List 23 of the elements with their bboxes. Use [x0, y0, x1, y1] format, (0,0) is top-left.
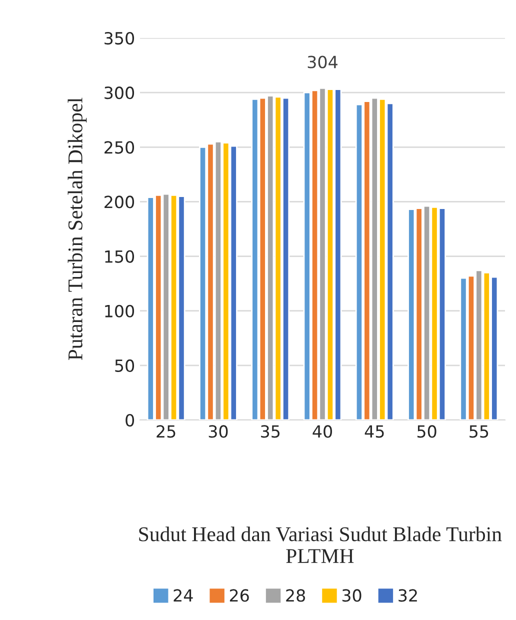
data-label: 304 [308, 56, 338, 68]
x-tick-label: 55 [470, 425, 488, 438]
y-tick-label: 50 [115, 359, 134, 372]
legend-label: 26 [230, 589, 249, 602]
y-tick-label: 200 [104, 196, 134, 208]
x-tick-label: 45 [364, 425, 384, 438]
x-tick-label: 50 [417, 425, 436, 438]
x-tick-label: 25 [156, 425, 176, 438]
y-tick-label: 350 [104, 32, 134, 45]
y-axis-title: Putaran Turbin Setelah Dikopel [68, 98, 87, 360]
y-tick-label: 0 [126, 414, 134, 427]
legend-label: 28 [286, 589, 306, 602]
y-tick-label: 150 [105, 250, 134, 263]
x-tick-label: 30 [208, 425, 228, 438]
x-axis-title: Sudut Head dan Variasi Sudut Blade Turbin PLTMH [139, 526, 502, 563]
legend-label: 24 [174, 589, 193, 602]
legend-label: 32 [398, 589, 417, 602]
y-tick-label: 300 [104, 86, 134, 100]
x-tick-label: 35 [261, 425, 280, 438]
y-tick-label: 250 [104, 141, 134, 154]
x-tick-label: 40 [312, 425, 332, 438]
legend-label: 30 [342, 589, 362, 602]
y-tick-label: 100 [105, 304, 134, 318]
